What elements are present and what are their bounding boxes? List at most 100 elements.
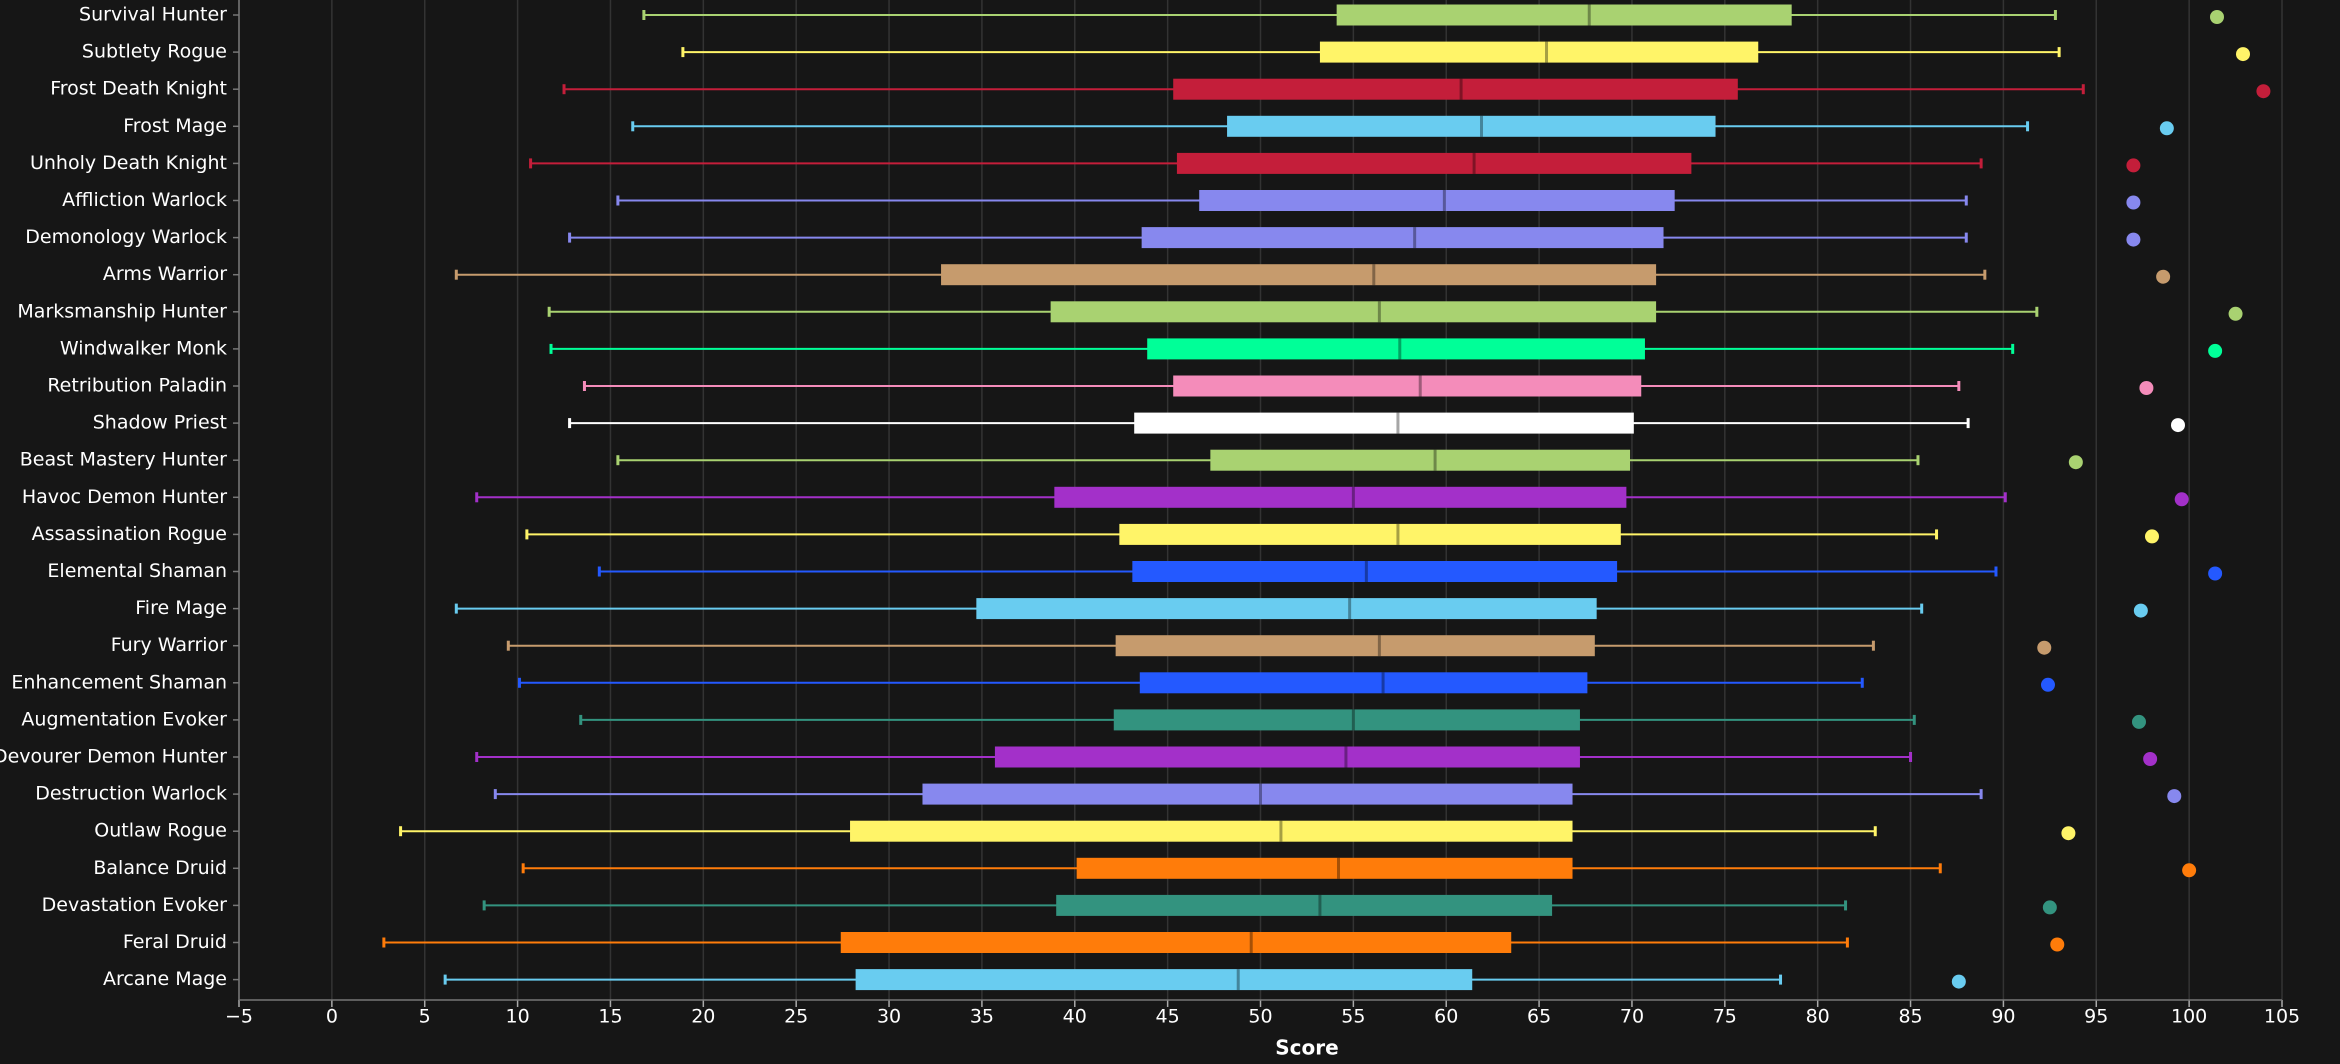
- dot: [1951, 974, 1966, 989]
- y-tick-label: Augmentation Evoker: [21, 708, 227, 730]
- x-tick-label: 90: [1991, 1006, 2015, 1028]
- box: [1173, 78, 1738, 100]
- x-tick-label: 95: [2084, 1006, 2108, 1028]
- box: [1176, 152, 1692, 174]
- x-tick-label: 10: [505, 1006, 529, 1028]
- dot: [2131, 714, 2146, 729]
- box: [1210, 449, 1631, 471]
- x-tick-label: 30: [877, 1006, 901, 1028]
- box: [941, 264, 1657, 286]
- box: [1147, 338, 1645, 360]
- y-tick-label: Arms Warrior: [103, 263, 227, 285]
- dot: [2126, 232, 2141, 247]
- dot: [2042, 900, 2057, 915]
- y-tick-label: Assassination Rogue: [32, 523, 227, 545]
- dot: [2174, 492, 2189, 507]
- x-tick-label: 105: [2264, 1006, 2300, 1028]
- dot: [2144, 529, 2159, 544]
- y-tick-label: Marksmanship Hunter: [17, 300, 227, 322]
- y-tick-label: Demonology Warlock: [25, 226, 227, 248]
- box: [840, 932, 1512, 953]
- box: [1113, 709, 1580, 731]
- box: [1076, 857, 1573, 879]
- box: [922, 783, 1573, 805]
- y-tick-label: Balance Druid: [93, 857, 227, 879]
- dot: [2126, 158, 2141, 173]
- y-tick-label: Subtlety Rogue: [82, 41, 227, 63]
- box: [1134, 412, 1634, 434]
- dot: [2228, 306, 2243, 321]
- y-tick-label: Fury Warrior: [111, 634, 227, 656]
- x-tick-label: 100: [2171, 1006, 2207, 1028]
- x-tick-label: 15: [598, 1006, 622, 1028]
- y-tick-label: Devourer Demon Hunter: [0, 746, 227, 768]
- dot: [2068, 455, 2083, 470]
- box: [976, 598, 1597, 620]
- y-tick-label: Frost Death Knight: [50, 78, 227, 100]
- y-tick-label: Havoc Demon Hunter: [22, 486, 227, 508]
- y-tick-label: Arcane Mage: [103, 968, 227, 990]
- y-tick-label: Outlaw Rogue: [94, 820, 227, 842]
- y-tick-label: Survival Hunter: [79, 4, 227, 26]
- x-tick-label: 70: [1620, 1006, 1644, 1028]
- dot: [2256, 84, 2271, 99]
- y-tick-label: Shadow Priest: [93, 412, 227, 434]
- y-tick-label: Retribution Paladin: [47, 375, 227, 397]
- box: [855, 969, 1473, 991]
- x-tick-label: 5: [419, 1006, 431, 1028]
- dot: [2037, 640, 2052, 655]
- box: [1227, 115, 1716, 137]
- y-tick-label: Devastation Evoker: [42, 894, 228, 916]
- x-tick-label: 75: [1713, 1006, 1737, 1028]
- y-tick-label: Enhancement Shaman: [11, 671, 227, 693]
- y-tick-label: Elemental Shaman: [47, 560, 227, 582]
- y-tick-label: Affliction Warlock: [62, 189, 227, 211]
- dot: [2182, 863, 2197, 878]
- x-tick-label: −5: [225, 1006, 253, 1028]
- box: [994, 746, 1580, 768]
- x-axis-label: Score: [1275, 1036, 1338, 1060]
- box: [1050, 301, 1657, 323]
- box: [1115, 635, 1595, 657]
- dot: [2061, 826, 2076, 841]
- box: [850, 820, 1573, 842]
- dot: [2159, 121, 2174, 136]
- y-tick-label: Destruction Warlock: [35, 783, 227, 805]
- box: [1199, 190, 1675, 211]
- box: [1319, 41, 1759, 63]
- y-tick-label: Feral Druid: [123, 931, 227, 953]
- dot: [2156, 269, 2171, 284]
- y-tick-label: Windwalker Monk: [60, 337, 227, 359]
- box: [1056, 894, 1553, 916]
- x-tick-label: 20: [691, 1006, 715, 1028]
- dot: [2139, 381, 2154, 395]
- x-tick-label: 55: [1341, 1006, 1365, 1028]
- box: [1132, 561, 1618, 582]
- x-tick-label: 65: [1527, 1006, 1551, 1028]
- dot: [2235, 47, 2250, 62]
- box: [1173, 375, 1642, 397]
- box: [1336, 4, 1792, 26]
- dot: [2208, 566, 2223, 581]
- x-tick-label: 35: [970, 1006, 994, 1028]
- dot: [2040, 677, 2055, 692]
- x-tick-label: 60: [1434, 1006, 1458, 1028]
- dot: [2208, 343, 2223, 358]
- box: [1119, 523, 1621, 545]
- dot: [2143, 752, 2158, 766]
- x-tick-label: 50: [1248, 1006, 1272, 1028]
- box: [1141, 227, 1664, 249]
- x-tick-label: 45: [1156, 1006, 1180, 1028]
- box: [1054, 486, 1627, 508]
- x-tick-label: 85: [1898, 1006, 1922, 1028]
- x-tick-label: 25: [784, 1006, 808, 1028]
- y-tick-label: Beast Mastery Hunter: [20, 449, 227, 471]
- dot: [2126, 195, 2141, 210]
- box: [1139, 672, 1588, 694]
- dot: [2050, 937, 2065, 952]
- y-tick-label: Frost Mage: [123, 115, 227, 137]
- x-tick-label: 80: [1806, 1006, 1830, 1028]
- x-tick-label: 40: [1063, 1006, 1087, 1028]
- y-tick-label: Unholy Death Knight: [30, 152, 227, 174]
